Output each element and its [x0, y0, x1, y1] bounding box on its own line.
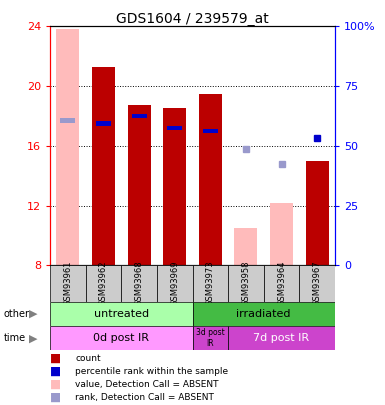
Bar	[60, 118, 75, 123]
Text: GSM93969: GSM93969	[170, 261, 179, 306]
Text: GSM93958: GSM93958	[241, 261, 250, 306]
Bar	[121, 265, 157, 302]
Text: percentile rank within the sample: percentile rank within the sample	[75, 367, 228, 376]
Text: GSM93973: GSM93973	[206, 261, 215, 306]
Bar	[92, 67, 115, 265]
Text: value, Detection Call = ABSENT: value, Detection Call = ABSENT	[75, 380, 219, 389]
Bar	[234, 228, 258, 265]
Bar	[163, 109, 186, 265]
Text: GDS1604 / 239579_at: GDS1604 / 239579_at	[116, 12, 269, 26]
Text: GSM93961: GSM93961	[64, 261, 72, 306]
Bar	[264, 265, 300, 302]
Bar	[270, 202, 293, 265]
Bar	[203, 129, 218, 133]
Text: ■: ■	[50, 352, 61, 365]
Text: 3d post
IR: 3d post IR	[196, 328, 225, 348]
Bar	[50, 265, 85, 302]
Bar	[50, 302, 192, 326]
Bar	[192, 265, 228, 302]
Bar	[228, 326, 335, 350]
Text: ■: ■	[50, 365, 61, 378]
Bar	[306, 161, 329, 265]
Bar	[50, 326, 192, 350]
Text: ■: ■	[50, 391, 61, 404]
Text: ▶: ▶	[29, 333, 37, 343]
Text: GSM93962: GSM93962	[99, 261, 108, 306]
Bar	[157, 265, 192, 302]
Text: GSM93967: GSM93967	[313, 261, 321, 306]
Text: GSM93964: GSM93964	[277, 261, 286, 306]
Text: GSM93968: GSM93968	[135, 261, 144, 306]
Text: irradiated: irradiated	[236, 309, 291, 319]
Bar	[127, 105, 151, 265]
Bar	[56, 29, 79, 265]
Bar	[192, 326, 228, 350]
Text: 7d post IR: 7d post IR	[253, 333, 310, 343]
Text: other: other	[4, 309, 30, 319]
Bar	[167, 126, 182, 130]
Text: ■: ■	[50, 378, 61, 391]
Text: time: time	[4, 333, 26, 343]
Bar	[228, 265, 264, 302]
Bar	[192, 302, 335, 326]
Bar	[199, 94, 222, 265]
Bar	[85, 265, 121, 302]
Bar	[300, 265, 335, 302]
Text: rank, Detection Call = ABSENT: rank, Detection Call = ABSENT	[75, 393, 214, 402]
Text: untreated: untreated	[94, 309, 149, 319]
Bar	[132, 114, 147, 118]
Bar	[96, 121, 111, 126]
Text: count: count	[75, 354, 101, 363]
Text: 0d post IR: 0d post IR	[93, 333, 149, 343]
Text: ▶: ▶	[29, 309, 37, 319]
